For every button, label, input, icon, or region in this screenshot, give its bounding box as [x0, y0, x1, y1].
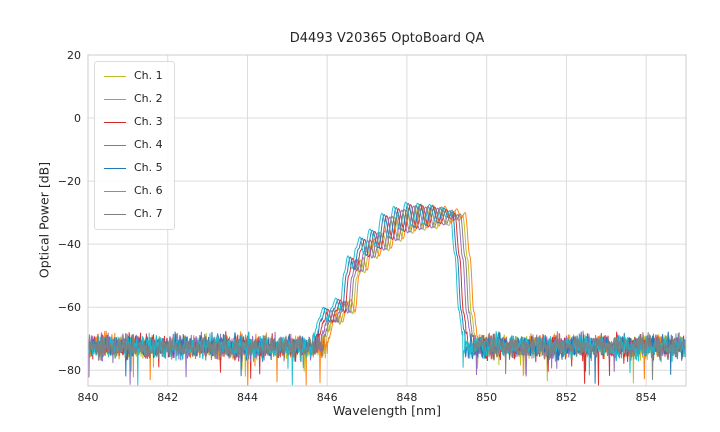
legend-line-swatch: [104, 190, 126, 192]
plot-border: [87, 54, 687, 387]
y-tick-label: 0: [74, 112, 81, 125]
x-tick-label: 842: [157, 391, 178, 404]
legend-line-swatch: [104, 167, 126, 169]
x-tick-label: 844: [237, 391, 258, 404]
legend-item-5: Ch. 5: [104, 160, 163, 176]
y-tick-label: −80: [58, 364, 81, 377]
x-tick-label: 852: [556, 391, 577, 404]
series-group: [88, 201, 686, 386]
series-line-ch-6: [88, 201, 686, 386]
legend-item-7: Ch. 7: [104, 206, 163, 222]
x-tick-label: 854: [636, 391, 657, 404]
gridlines: [87, 54, 686, 386]
legend-item-4: Ch. 4: [104, 137, 163, 153]
chart-title: D4493 V20365 OptoBoard QA: [289, 31, 485, 46]
y-tick-label: −60: [58, 301, 81, 314]
y-tick-label: −40: [58, 238, 81, 251]
legend-line-swatch: [104, 121, 126, 123]
legend-line-swatch: [104, 213, 126, 215]
legend-line-swatch: [104, 75, 126, 77]
legend-label: Ch. 6: [134, 184, 163, 197]
legend-item-6: Ch. 6: [104, 183, 163, 199]
legend-label: Ch. 2: [134, 92, 163, 105]
legend-label: Ch. 5: [134, 161, 163, 174]
y-axis-label: Optical Power [dB]: [36, 161, 52, 279]
x-tick-label: 840: [78, 391, 99, 404]
legend-line-swatch: [104, 98, 126, 100]
legend-label: Ch. 3: [134, 115, 163, 128]
legend-item-1: Ch. 1: [104, 68, 163, 84]
legend-line-swatch: [104, 144, 126, 146]
series-line-ch-7: [88, 204, 686, 380]
y-tick-label: −20: [58, 175, 81, 188]
series-line-ch-4: [88, 205, 686, 385]
x-axis-label: Wavelength [nm]: [333, 403, 441, 418]
legend-label: Ch. 4: [134, 138, 163, 151]
legend-label: Ch. 1: [134, 69, 163, 82]
legend-item-3: Ch. 3: [104, 114, 163, 130]
x-tick-label: 850: [476, 391, 497, 404]
y-tick-label: 20: [67, 49, 81, 62]
x-tick-label: 846: [317, 391, 338, 404]
tick-labels: 840 842 844 846 848 850 852 854 20 0 −20 −40 −60 −80: [58, 49, 657, 404]
legend: Ch. 1 Ch. 2 Ch. 3 Ch. 4 Ch. 5 Ch. 6 Ch. 7: [94, 61, 175, 230]
x-tick-label: 848: [396, 391, 417, 404]
legend-label: Ch. 7: [134, 207, 163, 220]
legend-item-2: Ch. 2: [104, 91, 163, 107]
